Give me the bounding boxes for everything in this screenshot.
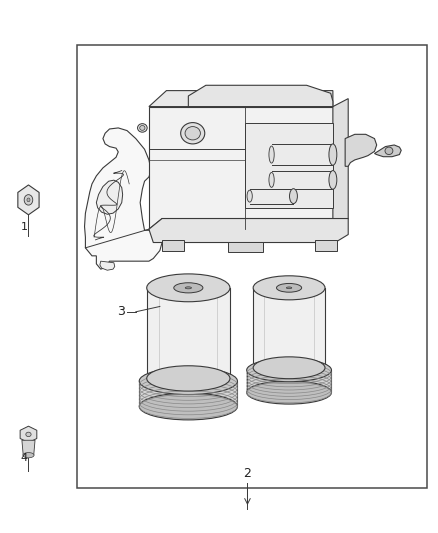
Ellipse shape <box>385 147 393 155</box>
Ellipse shape <box>180 123 205 144</box>
Polygon shape <box>149 107 333 229</box>
Bar <box>147 288 230 378</box>
Ellipse shape <box>253 276 325 300</box>
Ellipse shape <box>23 453 34 458</box>
Polygon shape <box>96 180 123 214</box>
Polygon shape <box>149 91 333 107</box>
Polygon shape <box>100 261 115 270</box>
Polygon shape <box>85 128 162 269</box>
Ellipse shape <box>253 357 325 378</box>
Bar <box>228 242 263 252</box>
Ellipse shape <box>174 282 203 293</box>
Ellipse shape <box>147 274 230 302</box>
Text: 2: 2 <box>244 467 251 480</box>
Ellipse shape <box>247 190 252 202</box>
Ellipse shape <box>329 171 337 189</box>
Bar <box>247 370 332 392</box>
Bar <box>315 240 337 251</box>
Ellipse shape <box>139 368 237 394</box>
Ellipse shape <box>138 124 147 132</box>
Ellipse shape <box>139 393 237 420</box>
Polygon shape <box>333 99 348 229</box>
Ellipse shape <box>24 195 33 205</box>
Ellipse shape <box>140 126 145 131</box>
Ellipse shape <box>147 366 230 391</box>
Bar <box>139 381 237 407</box>
Bar <box>162 240 184 251</box>
Bar <box>253 288 325 368</box>
Polygon shape <box>149 219 348 243</box>
Text: 3: 3 <box>117 305 125 318</box>
Ellipse shape <box>329 144 337 165</box>
Ellipse shape <box>269 173 274 188</box>
Ellipse shape <box>276 284 302 292</box>
Polygon shape <box>18 185 39 215</box>
Polygon shape <box>188 85 333 107</box>
Polygon shape <box>20 426 37 442</box>
Polygon shape <box>149 219 348 229</box>
Ellipse shape <box>185 287 191 289</box>
Text: 4: 4 <box>21 454 28 463</box>
Bar <box>245 123 333 208</box>
Text: 1: 1 <box>21 222 28 231</box>
Ellipse shape <box>26 432 31 437</box>
Ellipse shape <box>286 287 292 289</box>
Polygon shape <box>22 440 35 455</box>
Polygon shape <box>345 134 377 166</box>
Ellipse shape <box>247 381 332 404</box>
Ellipse shape <box>290 189 297 204</box>
Bar <box>77 45 427 488</box>
Polygon shape <box>374 145 401 157</box>
Ellipse shape <box>247 359 332 382</box>
Ellipse shape <box>27 198 30 201</box>
Ellipse shape <box>185 126 200 140</box>
Ellipse shape <box>269 146 274 163</box>
